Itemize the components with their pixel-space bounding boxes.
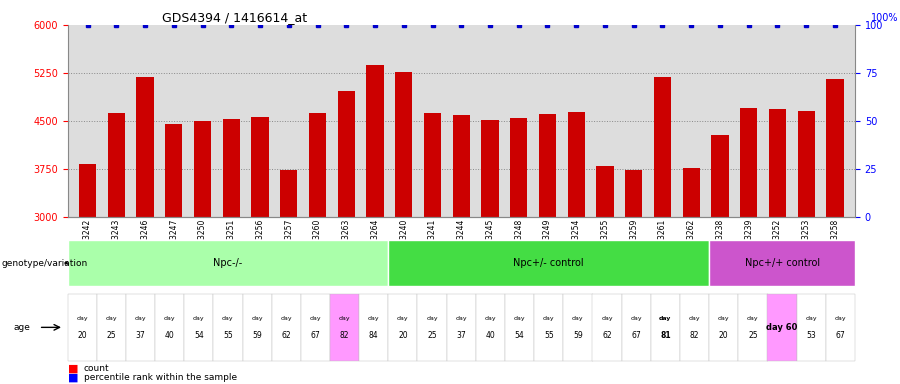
Bar [711, 135, 728, 384]
Text: day: day [76, 316, 88, 321]
Text: 40: 40 [165, 331, 175, 340]
Text: 20: 20 [719, 331, 729, 340]
Text: 67: 67 [310, 331, 320, 340]
Bar [395, 72, 412, 384]
Text: 54: 54 [515, 331, 525, 340]
Text: 25: 25 [748, 331, 758, 340]
Text: day: day [630, 316, 642, 321]
Text: percentile rank within the sample: percentile rank within the sample [84, 373, 237, 382]
Text: day: day [718, 316, 730, 321]
Text: 20: 20 [77, 331, 87, 340]
Text: day: day [688, 316, 700, 321]
Bar [108, 113, 125, 384]
Bar [626, 170, 643, 384]
Text: day: day [659, 316, 671, 321]
Bar [539, 114, 556, 384]
Text: count: count [84, 364, 109, 373]
Text: 82: 82 [689, 331, 699, 340]
Text: 59: 59 [573, 331, 583, 340]
Text: day: day [164, 316, 176, 321]
Text: day 60: day 60 [767, 323, 797, 332]
Bar [166, 124, 183, 384]
Text: 54: 54 [194, 331, 203, 340]
Text: day: day [135, 316, 146, 321]
Text: 40: 40 [485, 331, 495, 340]
Bar [309, 113, 326, 384]
Text: day: day [601, 316, 613, 321]
Text: 37: 37 [456, 331, 466, 340]
Bar [366, 65, 383, 384]
Text: 67: 67 [835, 331, 845, 340]
Text: day: day [338, 316, 350, 321]
Bar [222, 119, 240, 384]
Text: 82: 82 [340, 331, 349, 340]
Text: ■: ■ [68, 372, 78, 382]
Text: day: day [806, 316, 817, 321]
Text: 55: 55 [544, 331, 554, 340]
Bar [797, 111, 814, 384]
Text: day: day [105, 316, 117, 321]
Text: 25: 25 [106, 331, 116, 340]
Text: 81: 81 [660, 331, 670, 340]
Text: GDS4394 / 1416614_at: GDS4394 / 1416614_at [162, 11, 307, 24]
Bar [482, 120, 499, 384]
Text: day: day [572, 316, 584, 321]
Bar [79, 164, 96, 384]
Bar [769, 109, 786, 384]
Text: day: day [543, 316, 554, 321]
Text: genotype/variation: genotype/variation [2, 258, 88, 268]
Text: day: day [397, 316, 409, 321]
Text: day: day [514, 316, 526, 321]
Text: Npc+/+ control: Npc+/+ control [744, 258, 820, 268]
Bar [826, 79, 843, 384]
Text: 55: 55 [223, 331, 233, 340]
Text: Npc-/-: Npc-/- [213, 258, 242, 268]
Text: day: day [747, 316, 759, 321]
Text: ■: ■ [68, 364, 78, 374]
Text: 20: 20 [398, 331, 408, 340]
Bar [338, 91, 355, 384]
Bar [740, 108, 757, 384]
Text: day: day [251, 316, 263, 321]
Bar [510, 118, 527, 384]
Text: day: day [281, 316, 292, 321]
Text: 25: 25 [428, 331, 436, 340]
Bar [137, 77, 154, 384]
Bar [251, 117, 269, 384]
Text: 37: 37 [136, 331, 145, 340]
Text: 100%: 100% [871, 13, 898, 23]
Bar [453, 114, 470, 384]
Text: 84: 84 [369, 331, 379, 340]
Bar [194, 121, 212, 384]
Text: day: day [193, 316, 204, 321]
Text: day: day [834, 316, 846, 321]
Bar [280, 170, 297, 384]
Text: day: day [455, 316, 467, 321]
Bar [682, 168, 700, 384]
Text: Npc+/- control: Npc+/- control [513, 258, 584, 268]
Text: 59: 59 [252, 331, 262, 340]
Text: 53: 53 [806, 331, 816, 340]
Text: age: age [14, 323, 31, 332]
Text: day: day [368, 316, 380, 321]
Bar [653, 77, 671, 384]
Text: day: day [427, 316, 438, 321]
Text: day: day [222, 316, 234, 321]
Text: day: day [310, 316, 321, 321]
Text: 62: 62 [282, 331, 291, 340]
Text: 67: 67 [632, 331, 641, 340]
Bar [597, 166, 614, 384]
Text: 62: 62 [602, 331, 612, 340]
Bar [424, 113, 441, 384]
Bar [568, 112, 585, 384]
Text: day: day [484, 316, 496, 321]
